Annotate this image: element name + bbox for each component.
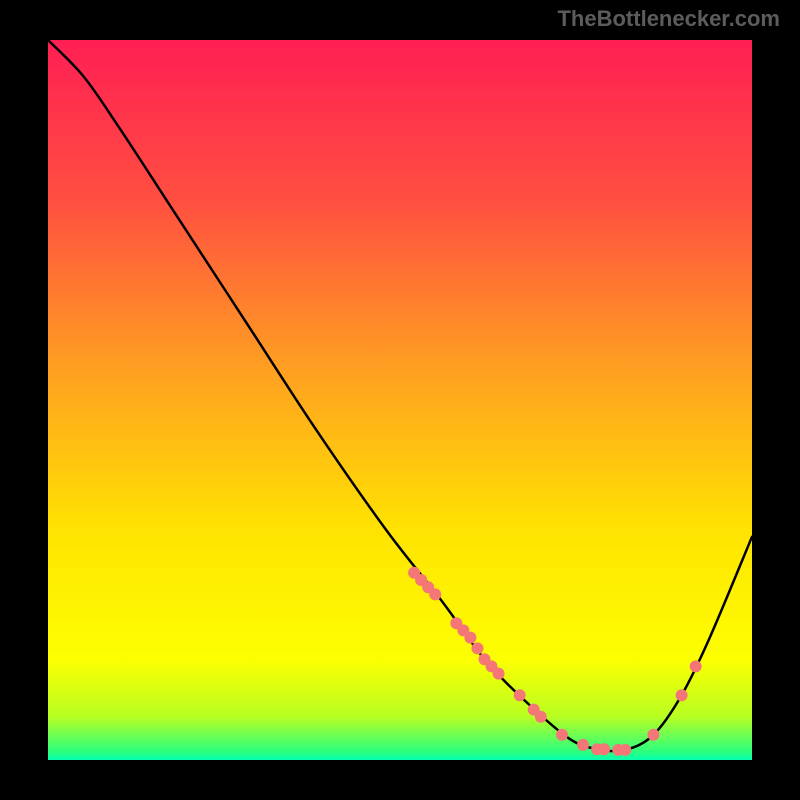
data-marker (690, 660, 702, 672)
credit-text: TheBottlenecker.com (557, 6, 780, 32)
chart-root: TheBottlenecker.com (0, 0, 800, 800)
data-marker (429, 588, 441, 600)
data-marker (514, 689, 526, 701)
data-marker (647, 729, 659, 741)
data-marker (471, 642, 483, 654)
curve-layer (48, 40, 752, 760)
data-marker (556, 729, 568, 741)
data-marker (619, 744, 631, 756)
data-marker (493, 668, 505, 680)
data-marker (577, 739, 589, 751)
data-marker (598, 743, 610, 755)
data-marker (676, 689, 688, 701)
bottleneck-curve (48, 40, 752, 751)
plot-area (48, 40, 752, 760)
data-marker (464, 632, 476, 644)
data-marker (535, 711, 547, 723)
